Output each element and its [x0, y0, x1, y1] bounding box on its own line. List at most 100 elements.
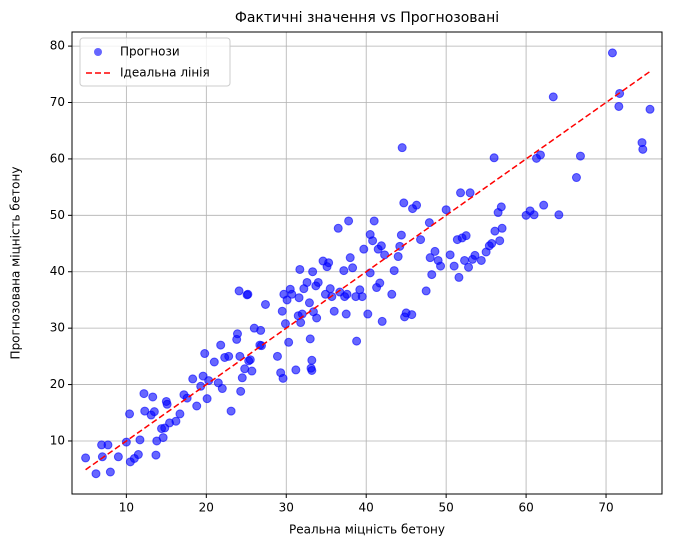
point	[393, 252, 403, 262]
point	[224, 351, 234, 361]
x-tick-label: 20	[199, 501, 214, 515]
point	[445, 250, 455, 260]
point	[232, 329, 242, 339]
point	[535, 150, 545, 160]
point	[245, 355, 255, 365]
point	[399, 198, 409, 208]
x-tick-label: 50	[439, 501, 454, 515]
point	[339, 266, 349, 276]
point	[359, 244, 369, 254]
point	[260, 299, 270, 309]
point	[91, 469, 101, 479]
point	[375, 278, 385, 288]
point	[369, 216, 379, 226]
point	[489, 153, 499, 163]
point	[291, 365, 301, 375]
point	[554, 210, 564, 220]
point	[175, 409, 185, 419]
point	[287, 289, 297, 299]
point	[226, 406, 236, 416]
point	[284, 337, 294, 347]
point	[487, 239, 497, 249]
point	[465, 188, 475, 198]
point	[614, 101, 624, 111]
point	[380, 250, 390, 260]
point	[342, 289, 352, 299]
point	[396, 230, 406, 240]
point	[430, 246, 440, 256]
point	[105, 467, 115, 477]
point	[302, 277, 312, 287]
y-tick-label: 40	[50, 264, 65, 278]
point	[149, 407, 159, 417]
point	[397, 143, 407, 153]
point	[496, 202, 506, 212]
point	[200, 349, 210, 359]
point	[312, 313, 322, 323]
y-tick-label: 10	[50, 433, 65, 447]
point	[539, 200, 549, 210]
legend-marker	[94, 48, 102, 56]
point	[113, 452, 123, 462]
point	[158, 433, 168, 443]
y-tick-label: 30	[50, 321, 65, 335]
point	[280, 319, 290, 329]
point	[461, 231, 471, 241]
x-tick-label: 40	[359, 501, 374, 515]
point	[421, 286, 431, 296]
point	[607, 48, 617, 58]
point	[234, 286, 244, 296]
point	[243, 289, 253, 299]
point	[202, 394, 212, 404]
y-tick-label: 20	[50, 377, 65, 391]
point	[427, 270, 437, 280]
point	[341, 309, 351, 319]
point	[247, 366, 257, 376]
point	[256, 325, 266, 335]
point	[363, 309, 373, 319]
point	[377, 316, 387, 326]
point	[139, 389, 149, 399]
point	[456, 188, 466, 198]
point	[277, 306, 287, 316]
point	[352, 336, 362, 346]
point	[571, 173, 581, 183]
point	[278, 373, 288, 383]
point	[294, 293, 304, 303]
point	[325, 284, 335, 294]
point	[412, 200, 422, 210]
point	[464, 262, 474, 272]
point	[209, 357, 219, 367]
point	[387, 289, 397, 299]
point	[237, 373, 247, 383]
x-tick-label: 10	[119, 501, 134, 515]
point	[162, 399, 172, 409]
point	[344, 216, 354, 226]
point	[121, 437, 131, 447]
point	[282, 295, 292, 305]
point	[424, 218, 434, 228]
point	[389, 266, 399, 276]
x-tick-label: 30	[279, 501, 294, 515]
point	[638, 144, 648, 154]
point	[441, 205, 451, 215]
point	[470, 250, 480, 260]
plot-frame	[71, 31, 663, 495]
point	[348, 263, 358, 273]
ideal-line	[85, 70, 651, 471]
point	[436, 261, 446, 271]
point	[345, 253, 355, 263]
point	[313, 277, 323, 287]
point	[125, 409, 135, 419]
point	[216, 340, 226, 350]
point	[305, 334, 315, 344]
legend-label: Ідеальна лінія	[120, 66, 210, 80]
point	[151, 450, 161, 460]
point	[140, 406, 150, 416]
x-tick-label: 70	[598, 501, 613, 515]
y-tick-label: 80	[50, 39, 65, 53]
point	[296, 318, 306, 328]
point	[449, 261, 459, 271]
point	[135, 435, 145, 445]
point	[454, 272, 464, 282]
